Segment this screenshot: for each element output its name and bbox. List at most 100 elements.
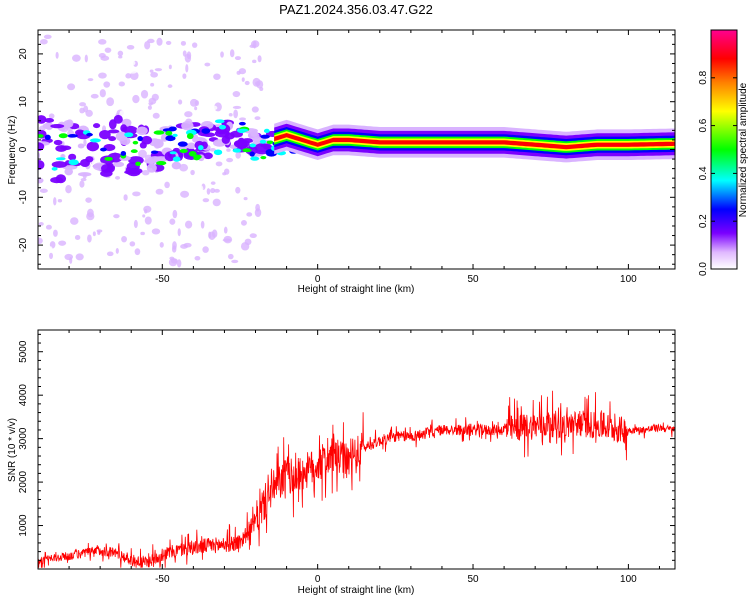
spectrogram-noise-cell (234, 213, 239, 223)
spectrogram-noise-cell (239, 117, 247, 121)
spectrogram-core (242, 148, 252, 153)
spectrogram-blob (136, 126, 148, 136)
snr-ytick-label: 4000 (18, 384, 29, 407)
spectrogram-core (213, 149, 223, 156)
spectrogram-noise-cell (96, 229, 103, 233)
spectrogram-noise-cell (179, 107, 187, 114)
colorbar-ticks: 0.0 0.2 0.4 0.6 0.8 (698, 70, 737, 276)
spectrogram-core (197, 145, 204, 151)
spectrogram-noise-cell (251, 106, 259, 113)
spectrogram-noise-cell (57, 230, 62, 239)
spectrogram-noise-cell (83, 139, 87, 147)
spectrogram-noise-cell (161, 103, 171, 107)
spectrogram-noise-cell (194, 106, 198, 111)
spectrogram-blob (186, 142, 196, 150)
spectrogram-noise-cell (138, 149, 147, 159)
spectrogram-blob (233, 139, 250, 149)
spectrogram-noise-cell (194, 256, 201, 261)
spectrogram-ylabel: Frequency (Hz) (7, 116, 18, 185)
spectrogram-noise-cell (65, 185, 72, 194)
spectrogram-noise-cell (213, 73, 221, 80)
spectrogram-noise-cell (200, 220, 205, 229)
spectrogram-blob (181, 120, 194, 131)
spectrogram-blob (50, 124, 65, 129)
spectrogram-noise-cell (164, 181, 170, 189)
spectrogram-blob (115, 131, 128, 142)
snr-ytick-label: 3000 (18, 427, 29, 450)
spectrogram-noise-cell (185, 64, 189, 73)
spectrogram-noise-cell (151, 228, 161, 235)
spectrogram-core (218, 124, 227, 130)
spectrogram-noise-cell (72, 54, 81, 62)
spectrogram-core (100, 147, 107, 152)
spectrogram-core (249, 143, 257, 148)
spectrogram-noise-cell (87, 64, 91, 74)
spectrogram-frame (37, 29, 676, 270)
spectrogram-core (266, 140, 274, 145)
spectrogram-noise-cell (235, 186, 241, 194)
spectrogram-core (260, 134, 270, 139)
spectrogram-noise-cell (218, 180, 225, 185)
spectrogram-noise-cell (117, 50, 124, 57)
spectrogram-noise-cell (222, 172, 227, 176)
spectrogram-noise-cell (81, 37, 89, 45)
spectrogram-noise-cell (123, 194, 128, 201)
spectrogram-core (249, 151, 255, 157)
spectrogram-noise-cell (125, 73, 132, 79)
spectrogram-noise-cell (43, 34, 52, 39)
spectrogram-noise-cell (255, 203, 261, 212)
spectrogram-noise-cell (75, 253, 84, 261)
spectrogram-noise-cell (45, 224, 52, 230)
spectrogram-noise-cell (208, 231, 212, 239)
spectrogram-noise-cell (211, 105, 218, 110)
spectrogram-noise-cell (206, 188, 211, 195)
spectrogram-core (89, 138, 101, 143)
spectrogram-blob (64, 167, 73, 176)
spectrogram-noise-cell (209, 147, 216, 152)
spectrogram-core (260, 155, 267, 160)
spectrogram-core (179, 148, 188, 154)
spectrogram-blob (203, 152, 213, 160)
spectrogram-blob (238, 137, 245, 143)
spectrogram-core (259, 139, 267, 144)
snr-background (38, 330, 675, 569)
spectrogram-blob (53, 139, 63, 146)
spectrogram-blobs (38, 34, 305, 268)
spectrogram-noise-cell (241, 77, 245, 82)
spectrogram-blob (38, 142, 45, 152)
spectrogram-noise-cell (99, 89, 106, 98)
spectrogram-noise-cell (148, 97, 157, 105)
spectrogram-noise-cell (233, 182, 240, 188)
colorbar-tick-label: 0.4 (698, 166, 709, 180)
spectrogram-noise-cell (106, 97, 115, 107)
spectrogram-core (165, 135, 176, 142)
spectrogram-noise-cell (172, 209, 178, 219)
spectrogram-core (135, 161, 141, 166)
spectrogram-noise-cell (134, 248, 141, 256)
spectrogram-noise-cell (226, 148, 231, 152)
spectrogram-blob (127, 167, 143, 175)
spectrogram-noise-cell (223, 235, 233, 244)
spectrogram-noise-cell (140, 231, 145, 236)
spectrogram-xlabel: Height of straight line (km) (298, 284, 415, 295)
colorbar: 0.0 0.2 0.4 0.6 0.8 Normalized spectral ampl… (698, 29, 749, 276)
spectrogram-noise-cell (140, 89, 149, 99)
spectrogram-blob (38, 177, 44, 184)
spectrogram-noise-cell (249, 44, 256, 49)
spectrogram-core (169, 151, 177, 155)
spectrogram-noise-cell (218, 221, 224, 228)
spectrogram-noise-cell (184, 220, 193, 229)
spectrogram-noise-cell (229, 49, 235, 58)
spectrogram-noise-cell (152, 112, 160, 119)
spectrogram-noise-cell (187, 236, 195, 244)
spectrogram-noise-cell (259, 87, 264, 91)
spectrogram-noise-cell (226, 157, 234, 163)
spectrogram-noise-cell (118, 55, 123, 59)
spectrogram-core (177, 141, 188, 147)
colorbar-tick-label: 0.0 (698, 262, 709, 276)
spectrogram-noise-cell (43, 52, 48, 56)
snr-ylabel: SNR (10 * v/v) (7, 418, 18, 482)
spectrogram-noise-cell (190, 169, 195, 176)
spectrogram-noise-cell (98, 39, 107, 45)
spectrogram-core (186, 133, 194, 140)
